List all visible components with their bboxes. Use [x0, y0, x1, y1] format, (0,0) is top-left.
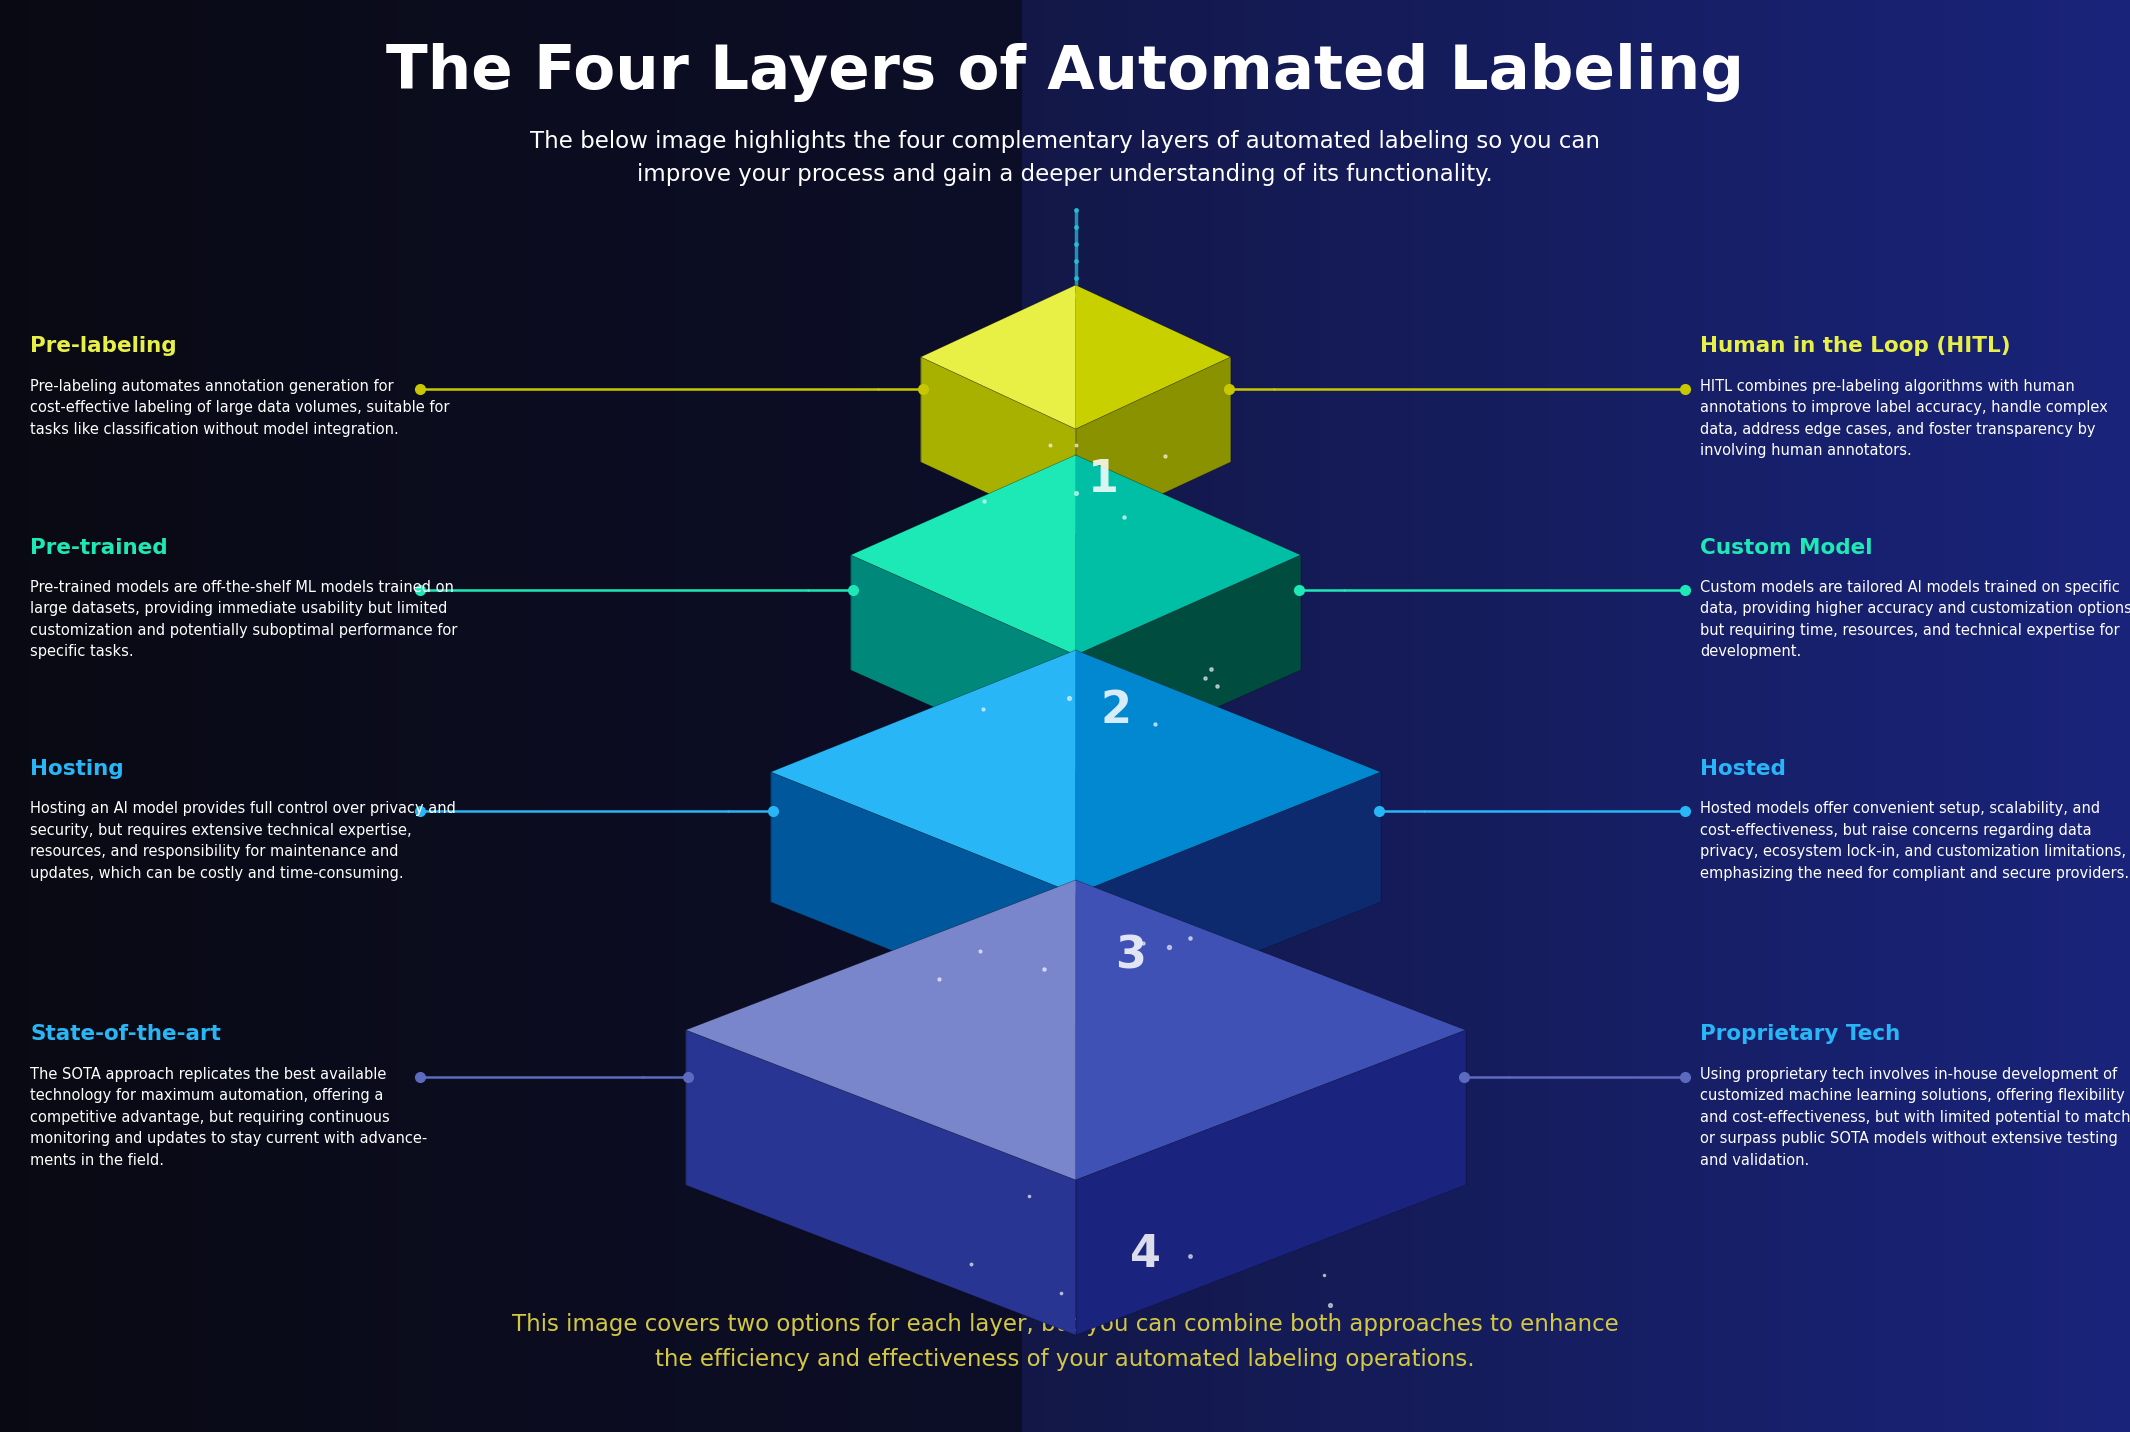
Polygon shape	[920, 357, 1076, 534]
Text: Custom Model: Custom Model	[1700, 537, 1872, 557]
Text: 1: 1	[1088, 458, 1118, 501]
Polygon shape	[1076, 881, 1465, 1180]
Polygon shape	[850, 556, 1076, 770]
Text: The SOTA approach replicates the best available
technology for maximum automatio: The SOTA approach replicates the best av…	[30, 1067, 428, 1169]
Polygon shape	[771, 650, 1076, 894]
Text: Hosting an AI model provides full control over privacy and
security, but require: Hosting an AI model provides full contro…	[30, 800, 456, 881]
Text: Pre-trained models are off-the-shelf ML models trained on
large datasets, provid: Pre-trained models are off-the-shelf ML …	[30, 580, 458, 659]
Polygon shape	[920, 285, 1076, 430]
Polygon shape	[686, 1030, 1076, 1335]
Text: The below image highlights the four complementary layers of automated labeling s: The below image highlights the four comp…	[530, 130, 1600, 186]
Text: HITL combines pre-labeling algorithms with human
annotations to improve label ac: HITL combines pre-labeling algorithms wi…	[1700, 378, 2109, 458]
Polygon shape	[1076, 650, 1380, 894]
Text: This image covers two options for each layer, but you can combine both approache: This image covers two options for each l…	[511, 1313, 1619, 1370]
Polygon shape	[1076, 357, 1231, 534]
Text: Pre-labeling automates annotation generation for
cost-effective labeling of larg: Pre-labeling automates annotation genera…	[30, 378, 449, 437]
Text: The Four Layers of Automated Labeling: The Four Layers of Automated Labeling	[386, 43, 1744, 102]
Text: 2: 2	[1101, 689, 1131, 732]
Text: Hosted: Hosted	[1700, 759, 1785, 779]
Text: Hosted models offer convenient setup, scalability, and
cost-effectiveness, but r: Hosted models offer convenient setup, sc…	[1700, 800, 2130, 881]
Polygon shape	[1076, 1030, 1465, 1335]
Text: Pre-labeling: Pre-labeling	[30, 337, 177, 357]
Text: State-of-the-art: State-of-the-art	[30, 1024, 222, 1044]
Polygon shape	[1076, 556, 1301, 770]
Text: Pre-trained: Pre-trained	[30, 537, 168, 557]
Text: Hosting: Hosting	[30, 759, 124, 779]
Text: Custom models are tailored AI models trained on specific
data, providing higher : Custom models are tailored AI models tra…	[1700, 580, 2130, 659]
Polygon shape	[1076, 285, 1231, 430]
Text: 4: 4	[1131, 1233, 1161, 1276]
Text: Proprietary Tech: Proprietary Tech	[1700, 1024, 1900, 1044]
Text: Human in the Loop (HITL): Human in the Loop (HITL)	[1700, 337, 2011, 357]
Polygon shape	[850, 455, 1076, 654]
Polygon shape	[771, 772, 1076, 1024]
Text: Using proprietary tech involves in-house development of
customized machine learn: Using proprietary tech involves in-house…	[1700, 1067, 2130, 1169]
Polygon shape	[1076, 455, 1301, 654]
Text: 3: 3	[1116, 935, 1146, 978]
Polygon shape	[686, 881, 1076, 1180]
Bar	[0, 0, 1022, 1432]
Polygon shape	[1076, 772, 1380, 1024]
